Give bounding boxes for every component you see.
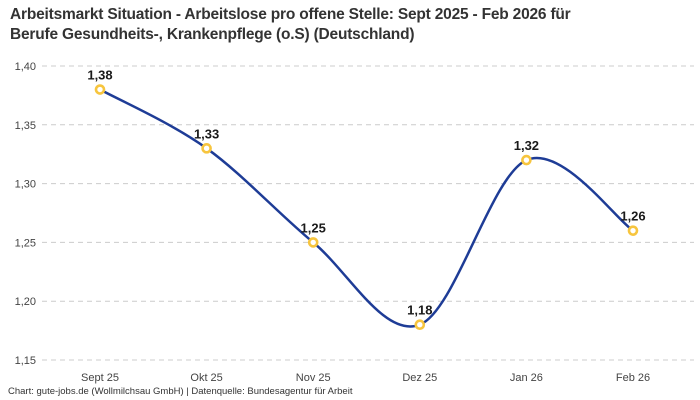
chart-title: Arbeitsmarkt Situation - Arbeitslose pro…: [10, 5, 650, 45]
y-axis-tick-label: 1,35: [15, 120, 36, 132]
x-axis-tick-label: Okt 25: [190, 372, 222, 384]
y-axis-tick-label: 1,30: [15, 179, 36, 191]
data-point-marker[interactable]: [521, 154, 532, 166]
y-axis-tick-label: 1,15: [15, 355, 36, 367]
data-point-label: 1,18: [407, 303, 432, 318]
data-point-label: 1,32: [514, 138, 539, 153]
data-point-label: 1,38: [87, 68, 112, 83]
x-axis-tick-label: Jan 26: [510, 372, 543, 384]
data-point-marker[interactable]: [201, 143, 212, 154]
data-point-label: 1,26: [620, 209, 645, 224]
data-point-label: 1,33: [194, 126, 219, 141]
data-point-marker[interactable]: [307, 237, 319, 248]
chart-title-line2: Berufe Gesundheits-, Krankenpflege (o.S)…: [10, 26, 415, 43]
data-point-label: 1,25: [301, 220, 326, 235]
x-axis-tick-label: Nov 25: [296, 372, 331, 384]
x-axis-tick-label: Sept 25: [81, 372, 119, 384]
y-axis-tick-label: 1,40: [15, 61, 36, 73]
data-point-marker[interactable]: [94, 84, 106, 95]
series-line: [98, 88, 635, 328]
data-point-marker[interactable]: [414, 319, 426, 331]
source-credit: Chart: gute-jobs.de (Wollmilchsau GmbH) …: [8, 386, 353, 397]
data-point-marker[interactable]: [627, 225, 639, 236]
x-axis-tick-label: Feb 26: [616, 372, 650, 384]
y-axis-tick-label: 1,20: [15, 296, 36, 308]
chart-title-line1: Arbeitsmarkt Situation - Arbeitslose pro…: [10, 6, 571, 23]
x-axis-tick-label: Dez 25: [402, 372, 437, 384]
y-axis-tick-label: 1,25: [15, 237, 36, 249]
